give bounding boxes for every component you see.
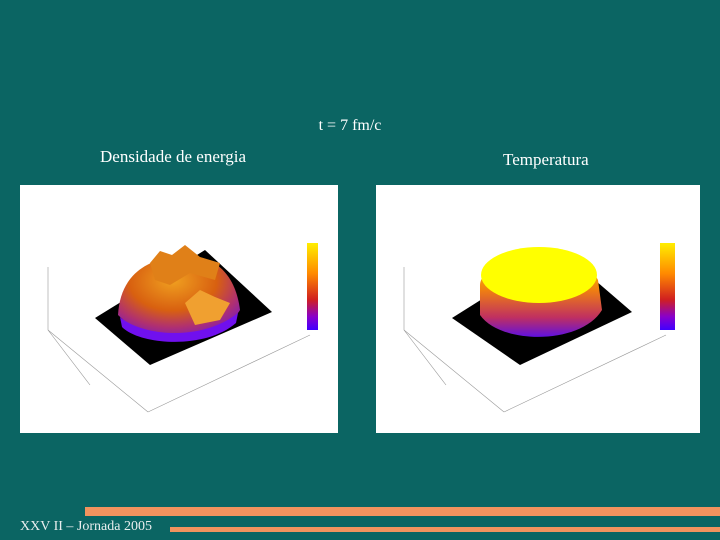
energy-density-plot	[20, 185, 338, 433]
footer-bar	[170, 527, 720, 532]
temperature-plot	[376, 185, 700, 433]
slide-title: t = 7 fm/c	[318, 117, 382, 134]
footer-text: XXV II – Jornada 2005	[20, 519, 152, 534]
footer-bar	[85, 507, 720, 516]
panel-caption: Temperatura	[503, 150, 589, 169]
panel-caption: Densidade de energia	[100, 147, 247, 166]
